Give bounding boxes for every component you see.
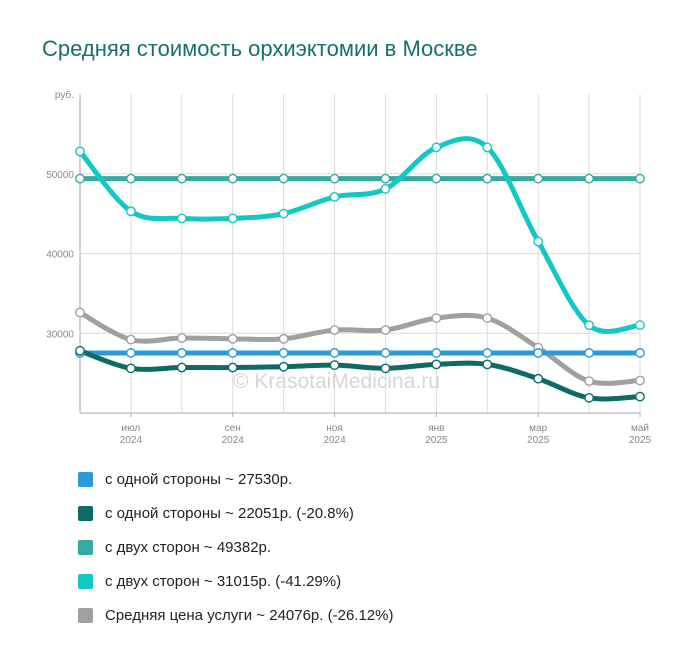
legend-item[interactable]: с одной стороны ~ 22051р. (-20.8%) xyxy=(78,496,393,530)
data-point xyxy=(431,313,442,323)
data-point xyxy=(584,320,594,331)
legend-swatch xyxy=(78,505,93,521)
data-point xyxy=(635,391,645,402)
watermark: © KrasotaiMedicina.ru xyxy=(233,370,440,393)
data-point xyxy=(482,313,493,323)
legend-swatch xyxy=(78,471,93,487)
data-point xyxy=(176,362,187,373)
y-tick-label: 50000 xyxy=(46,170,74,181)
x-tick-label: 2024 xyxy=(323,435,346,446)
data-point xyxy=(533,348,544,358)
data-point xyxy=(482,348,493,358)
x-tick-label: сен xyxy=(225,423,241,434)
data-point xyxy=(431,348,442,358)
data-point xyxy=(329,360,340,371)
legend-label: с одной стороны ~ 27530р. xyxy=(105,470,293,488)
data-point xyxy=(329,191,340,202)
x-tick-label: 2024 xyxy=(120,435,143,446)
data-point xyxy=(329,173,340,184)
data-point xyxy=(126,334,136,345)
data-point xyxy=(380,348,391,358)
data-point xyxy=(329,348,340,358)
data-point xyxy=(278,173,289,184)
data-point xyxy=(584,392,594,403)
data-point xyxy=(380,173,391,184)
data-point xyxy=(584,173,594,184)
data-point xyxy=(278,333,289,344)
legend: с одной стороны ~ 27530р. с одной сторон… xyxy=(78,462,393,632)
data-point xyxy=(227,213,238,224)
legend-label: с двух сторон ~ 49382р. xyxy=(105,538,272,556)
data-point xyxy=(278,208,289,219)
x-tick-label: 2025 xyxy=(527,435,550,446)
legend-item[interactable]: с двух сторон ~ 31015р. (-41.29%) xyxy=(78,564,393,598)
data-point xyxy=(533,236,544,247)
data-point xyxy=(635,173,645,184)
data-point xyxy=(227,362,238,373)
x-tick-label: ноя xyxy=(326,423,343,434)
data-point xyxy=(176,333,187,343)
chart-title: Средняя стоимость орхиэктомии в Москве xyxy=(42,36,478,61)
legend-item[interactable]: Средняя цена услуги ~ 24076р. (-26.12%) xyxy=(78,598,393,632)
line-chart: 300004000050000руб.июл2024сен2024ноя2024… xyxy=(46,89,652,446)
data-point xyxy=(278,348,289,358)
data-point xyxy=(533,173,544,184)
legend-item[interactable]: с двух сторон ~ 49382р. xyxy=(78,530,393,564)
x-tick-label: мар xyxy=(529,423,547,434)
data-point xyxy=(227,173,238,184)
legend-label: с одной стороны ~ 22051р. (-20.8%) xyxy=(105,504,354,522)
data-point xyxy=(482,173,493,184)
data-point xyxy=(635,320,645,331)
data-point xyxy=(533,373,544,384)
legend-label: с двух сторон ~ 31015р. (-41.29%) xyxy=(105,572,342,590)
series-line xyxy=(77,136,643,334)
x-tick-label: янв xyxy=(428,423,444,434)
data-point xyxy=(635,348,645,358)
data-point xyxy=(635,375,645,386)
y-tick-label: 40000 xyxy=(46,250,74,261)
data-point xyxy=(176,348,187,358)
data-point xyxy=(227,333,238,344)
data-point xyxy=(126,206,136,217)
data-point xyxy=(380,184,391,194)
data-point xyxy=(75,307,85,318)
legend-swatch xyxy=(78,539,93,555)
data-point xyxy=(126,363,136,374)
y-axis-label: руб. xyxy=(55,89,74,101)
data-point xyxy=(431,359,442,370)
data-point xyxy=(431,142,442,153)
x-tick-label: 2024 xyxy=(222,435,245,446)
legend-swatch xyxy=(78,607,93,623)
x-tick-label: июл xyxy=(122,423,141,434)
data-point xyxy=(227,348,238,358)
y-tick-label: 30000 xyxy=(46,329,74,340)
data-point xyxy=(482,359,493,370)
x-tick-label: май xyxy=(631,423,649,434)
data-point xyxy=(176,213,187,224)
data-point xyxy=(380,325,391,335)
data-point xyxy=(584,376,594,386)
data-point xyxy=(329,325,340,335)
data-point xyxy=(380,363,391,374)
data-point xyxy=(75,146,85,157)
data-point xyxy=(278,361,289,372)
data-point xyxy=(126,348,136,358)
data-point xyxy=(584,348,594,358)
legend-label: Средняя цена услуги ~ 24076р. (-26.12%) xyxy=(105,606,394,624)
data-point xyxy=(75,173,85,184)
data-point xyxy=(482,142,493,153)
data-point xyxy=(126,173,136,184)
x-tick-label: 2025 xyxy=(425,435,448,446)
legend-swatch xyxy=(78,573,93,589)
x-tick-label: 2025 xyxy=(629,435,652,446)
legend-item[interactable]: с одной стороны ~ 27530р. xyxy=(78,462,393,496)
data-point xyxy=(176,173,187,184)
data-point xyxy=(431,173,442,184)
data-point xyxy=(75,345,85,356)
